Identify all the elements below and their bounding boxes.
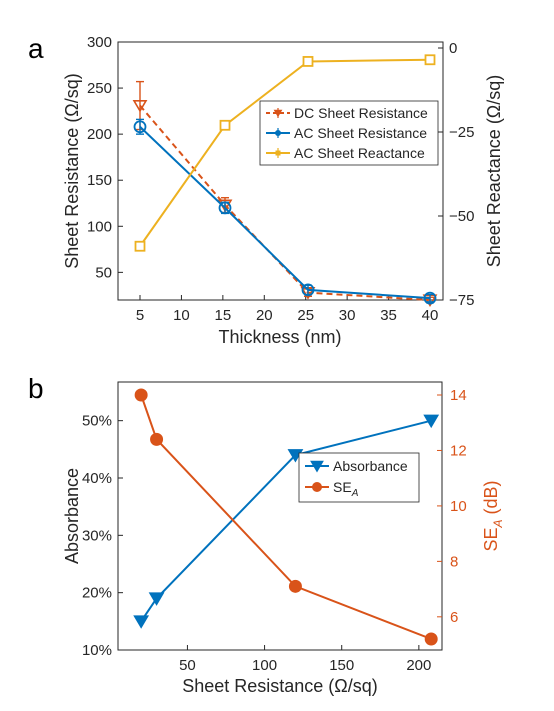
panel-b-right-y-label-unit: (dB)	[481, 480, 501, 519]
panel-a-right-y-ticks: 0 −25 −50 −75	[438, 40, 474, 309]
panel-b-data-point	[423, 414, 440, 429]
panel-a-legend-marker	[275, 130, 281, 136]
panel-b-left-y-tick-label: 10%	[82, 642, 112, 659]
panel-a-data-point	[302, 56, 314, 67]
panel-a-data-point	[424, 54, 436, 66]
panel-b-right-y-tick-label: 6	[450, 609, 458, 626]
panel-b-series	[133, 388, 440, 646]
panel-a-data-point	[134, 240, 146, 252]
panel-a-left-y-tick-label: 250	[87, 80, 112, 97]
panel-a-left-y-tick-label: 100	[87, 218, 112, 235]
panel-a-series-line	[139, 58, 431, 247]
legend-se-a-main: SE	[333, 479, 352, 495]
panel-b-legend-marker	[310, 460, 324, 473]
panel-a-data-point	[219, 119, 231, 131]
panel-a-data-point	[301, 283, 315, 297]
panel-b-x-tick-label: 200	[406, 657, 431, 674]
panel-a-x-tick-label: 15	[215, 307, 232, 324]
panel-b-legend-markers	[305, 460, 329, 492]
panel-a-x-axis-label: Thickness (nm)	[218, 327, 341, 347]
legend-ac-sheet-resistance: AC Sheet Resistance	[294, 125, 427, 141]
panel-b-series-line	[140, 394, 432, 640]
panel-a-x-tick-label: 5	[136, 307, 144, 324]
panel-b-x-tick-label: 150	[329, 657, 354, 674]
panel-a-left-y-tick-label: 300	[87, 34, 112, 51]
legend-se-a-sub: A	[351, 488, 359, 499]
panel-a-data-point	[133, 120, 147, 134]
panel-b-left-y-tick-label: 30%	[82, 527, 112, 544]
panel-b-right-y-tick-label: 10	[450, 498, 467, 515]
panel-a-legend-markers	[266, 108, 290, 158]
panel-b-x-ticks: 50 100 150 200	[179, 645, 431, 674]
panel-a-x-tick-label: 10	[173, 307, 190, 324]
panel-b-left-y-axis-label: Absorbance	[62, 468, 82, 564]
panel-a-series-line	[139, 126, 431, 300]
legend-se-a: SEA	[333, 479, 359, 499]
panel-b-x-axis-label: Sheet Resistance (Ω/sq)	[182, 676, 378, 696]
panel-b-right-y-tick-label: 12	[450, 442, 467, 459]
panel-a-x-tick-label: 25	[297, 307, 314, 324]
panel-b-x-tick-label: 50	[179, 657, 196, 674]
panel-a-left-y-tick-label: 200	[87, 126, 112, 143]
panel-a-label: a	[28, 33, 44, 64]
legend-absorbance: Absorbance	[333, 458, 408, 474]
panel-b-data-point	[148, 592, 165, 606]
panel-a-left-y-axis-label: Sheet Resistance (Ω/sq)	[62, 73, 82, 269]
panel-a-right-y-tick-label: −50	[449, 208, 474, 225]
panel-a-x-tick-label: 20	[256, 307, 273, 324]
panel-a-legend-marker	[275, 150, 281, 156]
panel-b-left-y-tick-label: 50%	[82, 413, 112, 430]
panel-a-series	[132, 54, 438, 307]
panel-a-plot-area	[117, 41, 444, 301]
panel-b-series-line	[140, 419, 432, 622]
panel-a-legend-marker	[273, 109, 283, 118]
panel-a-x-tick-label: 35	[380, 307, 397, 324]
panel-b-data-point	[288, 579, 302, 593]
panel-b-right-y-tick-label: 14	[450, 387, 467, 404]
panel-b-left-y-ticks: 10% 20% 30% 40% 50%	[82, 413, 123, 659]
panel-b-data-point	[424, 632, 438, 646]
panel-a-x-tick-label: 40	[422, 307, 439, 324]
panel-a-data-point	[132, 99, 148, 113]
panel-a-left-y-ticks: 50 100 150 200 250 300	[87, 34, 123, 281]
panel-b-legend-marker	[312, 482, 322, 492]
panel-a-legend: DC Sheet Resistance AC Sheet Resistance …	[259, 100, 439, 166]
panel-a-right-y-axis-label: Sheet Reactance (Ω/sq)	[484, 75, 504, 268]
legend-dc-sheet-resistance: DC Sheet Resistance	[294, 105, 428, 121]
panel-a-right-y-tick-label: 0	[449, 40, 457, 57]
panel-a-x-ticks: 5 10 15 20 25 30 35 40	[136, 295, 439, 324]
legend-ac-sheet-reactance: AC Sheet Reactance	[294, 145, 425, 161]
panel-b-plot-area	[117, 381, 443, 651]
panel-a-right-y-tick-label: −75	[449, 292, 474, 309]
panel-a-left-y-tick-label: 150	[87, 172, 112, 189]
panel-b-right-y-ticks: 6 8 10 12 14	[437, 387, 467, 626]
panel-b-left-y-tick-label: 40%	[82, 470, 112, 487]
panel-b-data-point	[133, 615, 150, 629]
panel-b-left-y-tick-label: 20%	[82, 585, 112, 602]
panel-a-left-y-tick-label: 50	[95, 264, 112, 281]
panel-b-legend: Absorbance SEA	[298, 452, 420, 503]
panel-b-right-y-axis-label: SEA (dB)	[481, 480, 505, 551]
panel-a-right-y-tick-label: −25	[449, 124, 474, 141]
panel-a-x-tick-label: 30	[339, 307, 356, 324]
panel-b-data-point	[150, 432, 164, 446]
panel-a-data-point	[423, 291, 437, 305]
panel-b-data-point	[134, 388, 148, 402]
panel-a-data-point	[218, 201, 232, 215]
panel-b-label: b	[28, 373, 44, 404]
panel-b-right-y-label-main: SE	[481, 528, 501, 552]
panel-b-right-y-tick-label: 8	[450, 553, 458, 570]
panel-b-x-tick-label: 100	[252, 657, 277, 674]
panel-b-right-y-label-sub: A	[491, 519, 505, 528]
